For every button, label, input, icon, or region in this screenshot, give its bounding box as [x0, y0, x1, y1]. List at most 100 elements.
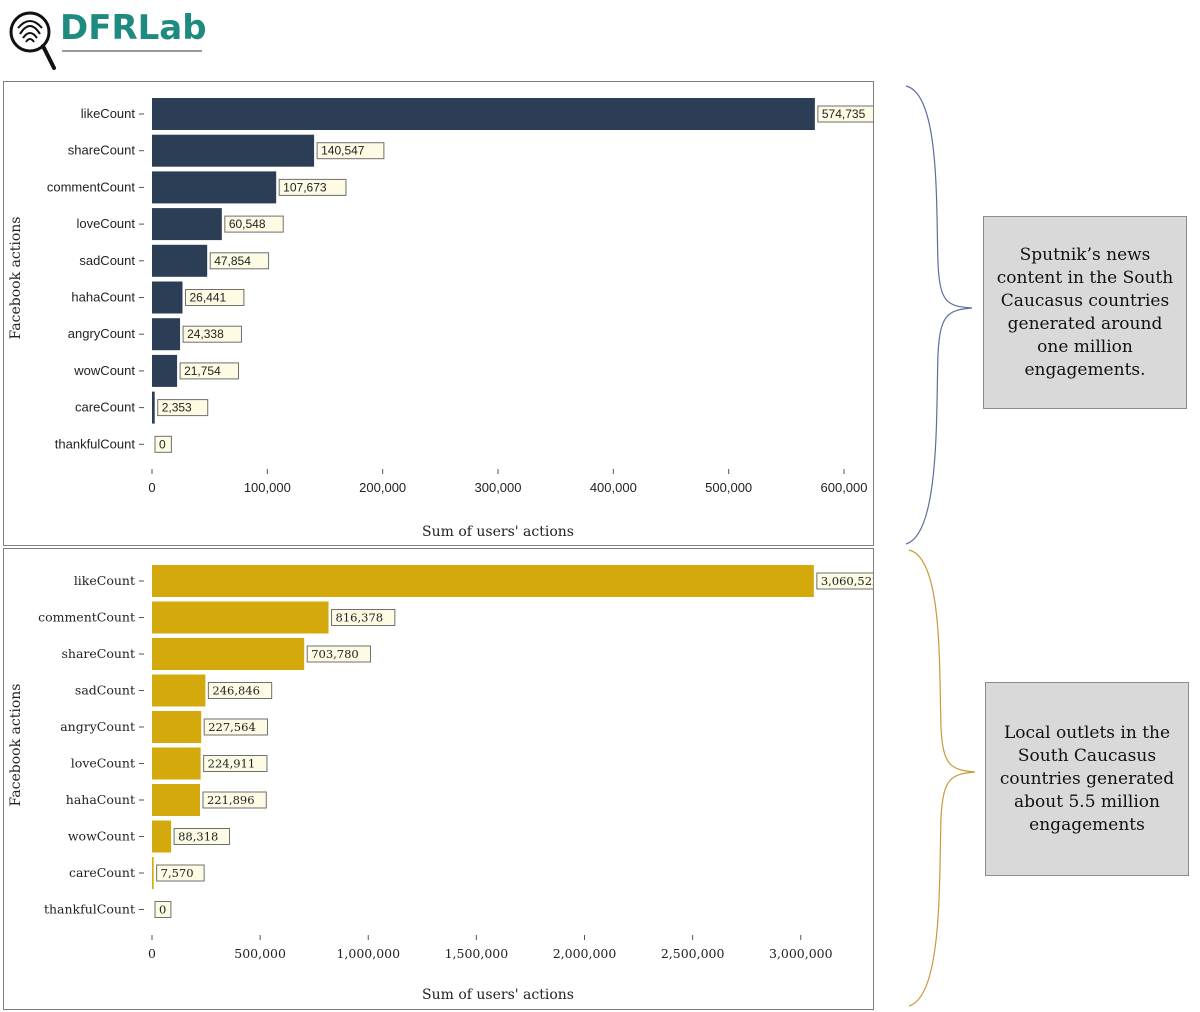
- x-tick-label: 2,000,000: [553, 946, 617, 961]
- y-tick-label: wowCount: [73, 363, 135, 378]
- bar: [152, 565, 814, 597]
- chart-panel-sputnik: likeCount 574,735 shareCount 140,547 comment…: [3, 81, 874, 546]
- y-tick-label: careCount: [75, 400, 135, 415]
- x-tick-label: 2,500,000: [661, 946, 725, 961]
- x-tick-label: 400,000: [590, 480, 637, 495]
- bar: [152, 711, 202, 743]
- data-label: 3,060,522: [821, 574, 873, 588]
- data-label: 0: [159, 437, 166, 451]
- data-label: 47,854: [214, 254, 251, 268]
- fingerprint-magnifier-icon: [9, 11, 56, 70]
- y-tick-label: loveCount: [71, 756, 135, 771]
- y-tick-label: shareCount: [61, 646, 135, 661]
- x-tick-label: 0: [148, 946, 156, 961]
- bar: [152, 784, 200, 816]
- x-tick-label: 100,000: [244, 480, 291, 495]
- bar: [152, 208, 222, 241]
- data-label: 21,754: [184, 364, 221, 378]
- y-tick-label: sadCount: [75, 683, 135, 698]
- x-tick-label: 300,000: [475, 480, 522, 495]
- x-axis-label: Sum of users' actions: [422, 987, 574, 1003]
- data-label-box: [154, 901, 172, 918]
- x-tick-label: 1,500,000: [445, 946, 509, 961]
- data-label: 88,318: [178, 830, 218, 844]
- chart-local: likeCount 3,060,522 commentCount 816,378 sha…: [8, 565, 873, 1003]
- data-label-box: [202, 791, 267, 809]
- data-label: 224,911: [208, 757, 256, 771]
- y-tick-label: commentCount: [38, 610, 135, 625]
- data-label-box: [203, 755, 268, 772]
- bar: [152, 318, 181, 351]
- bar: [152, 281, 183, 314]
- brace-sputnik: [905, 85, 973, 545]
- x-tick-label: 600,000: [821, 480, 868, 495]
- y-tick-label: thankfulCount: [44, 902, 135, 917]
- x-tick-label: 200,000: [359, 480, 406, 495]
- x-tick-label: 1,000,000: [336, 946, 400, 961]
- y-tick-label: thankfulCount: [55, 436, 136, 451]
- y-tick-label: likeCount: [81, 106, 136, 121]
- data-label-box: [184, 289, 245, 306]
- data-label-box: [224, 215, 284, 233]
- data-label-box: [331, 609, 396, 626]
- logo-text: DFRLab: [60, 8, 207, 48]
- data-label: 574,735: [822, 107, 866, 121]
- bar: [152, 171, 277, 204]
- data-label-box: [182, 325, 242, 343]
- bar: [152, 747, 201, 780]
- bar: [152, 134, 315, 167]
- y-tick-label: loveCount: [76, 216, 135, 231]
- bar: [152, 244, 208, 277]
- data-label-box: [316, 142, 385, 160]
- y-tick-label: likeCount: [74, 573, 135, 588]
- bar: [152, 674, 206, 707]
- data-label: 2,353: [162, 401, 192, 415]
- data-label: 703,780: [311, 647, 359, 661]
- bar: [152, 98, 815, 130]
- y-tick-label: angryCount: [60, 719, 135, 734]
- chart-panel-local: likeCount 3,060,522 commentCount 816,378 sha…: [3, 548, 874, 1010]
- data-label-box: [173, 828, 230, 845]
- y-tick-label: shareCount: [68, 143, 136, 158]
- data-label: 24,338: [187, 327, 224, 341]
- bar: [152, 354, 178, 387]
- x-tick-label: 3,000,000: [769, 946, 833, 961]
- data-label-box: [278, 178, 347, 196]
- x-tick-label: 0: [148, 480, 155, 495]
- data-label-box: [154, 435, 172, 453]
- data-label-box: [816, 572, 873, 590]
- chart-sputnik: likeCount 574,735 shareCount 140,547 comment…: [8, 98, 873, 540]
- data-label: 0: [159, 903, 166, 917]
- bar: [152, 638, 305, 670]
- bar: [152, 391, 155, 424]
- data-label: 221,896: [207, 793, 255, 807]
- data-label: 7,570: [161, 866, 194, 880]
- annotation-sputnik: Sputnik’s news content in the South Cauc…: [983, 216, 1187, 409]
- y-tick-label: careCount: [69, 865, 135, 880]
- y-axis-label: Facebook actions: [8, 684, 24, 807]
- y-tick-label: sadCount: [79, 253, 135, 268]
- data-label-box: [207, 682, 273, 699]
- data-label: 107,673: [283, 180, 327, 194]
- data-label-box: [817, 105, 873, 123]
- x-tick-label: 500,000: [234, 946, 286, 961]
- data-label-box: [156, 864, 205, 882]
- bar: [152, 601, 329, 634]
- data-label-box: [306, 645, 371, 663]
- data-label: 26,441: [189, 291, 226, 305]
- y-axis-label: Facebook actions: [8, 217, 24, 340]
- bar: [152, 857, 154, 889]
- x-tick-label: 500,000: [705, 480, 752, 495]
- data-label: 227,564: [208, 720, 256, 734]
- data-label: 60,548: [229, 217, 266, 231]
- y-tick-label: angryCount: [68, 326, 136, 341]
- x-axis-label: Sum of users' actions: [422, 524, 574, 540]
- data-label: 246,846: [212, 684, 260, 698]
- data-label: 816,378: [336, 611, 384, 625]
- data-label-box: [209, 252, 270, 270]
- brace-local: [908, 549, 976, 1007]
- y-tick-label: commentCount: [47, 179, 136, 194]
- y-tick-label: wowCount: [68, 829, 135, 844]
- data-label: 140,547: [321, 144, 365, 158]
- data-label-box: [179, 362, 239, 380]
